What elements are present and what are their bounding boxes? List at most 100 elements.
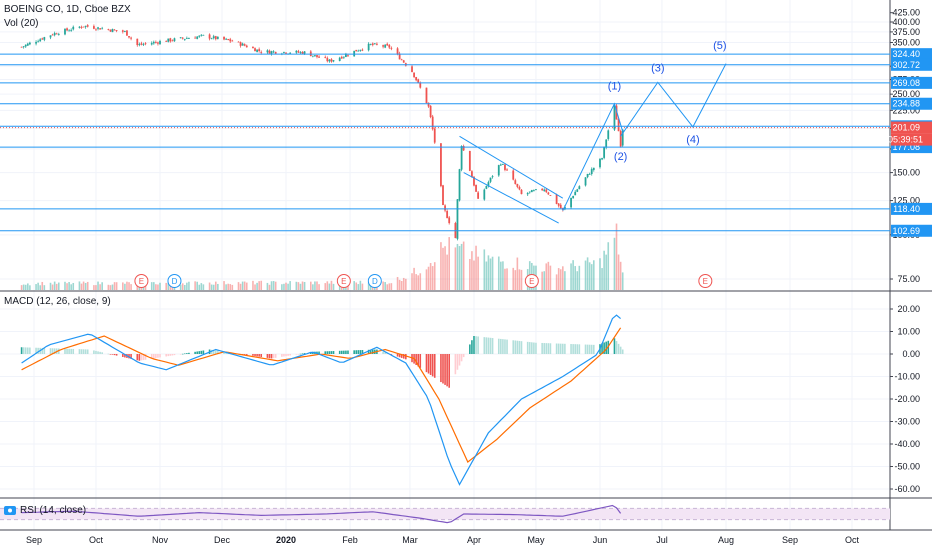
candle-body <box>227 39 230 41</box>
event-badge-label: E <box>341 277 346 286</box>
macd-histogram-bar <box>469 344 471 354</box>
macd-histogram-bar <box>68 348 70 354</box>
current-price-badge <box>891 121 932 134</box>
macd-histogram-bar <box>460 354 463 362</box>
candle-body <box>285 52 287 54</box>
candle-body <box>142 44 145 45</box>
candle-body <box>446 211 449 219</box>
candle-body <box>532 190 535 192</box>
macd-histogram-bar <box>615 341 618 354</box>
volume-bar <box>318 284 320 290</box>
macd-histogram-bar <box>51 348 54 354</box>
price-tick-label: 225.00 <box>892 105 920 115</box>
macd-histogram-bar <box>576 344 579 354</box>
volume-bar <box>122 282 124 290</box>
macd-histogram-bar <box>99 351 101 354</box>
macd-histogram-bar <box>353 350 355 354</box>
macd-histogram-bar <box>588 344 591 354</box>
candle-body <box>152 41 155 44</box>
volume-bar <box>208 282 211 290</box>
candle-body <box>111 28 114 33</box>
volume-bar <box>281 284 283 290</box>
candle-body <box>328 59 331 62</box>
candle-body <box>504 164 506 170</box>
volume-bar <box>390 283 393 290</box>
candle-body <box>340 56 343 59</box>
candle-body <box>72 26 75 30</box>
candle-body <box>270 51 273 54</box>
macd-line <box>21 314 621 486</box>
macd-histogram-bar <box>506 339 508 354</box>
candle-body <box>440 143 442 187</box>
candle-body <box>150 43 153 45</box>
macd-histogram-bar <box>200 350 203 354</box>
candle-body <box>214 36 217 40</box>
macd-histogram-bar <box>66 348 68 354</box>
level-badge <box>891 224 932 237</box>
candle-body <box>617 118 620 132</box>
macd-histogram-bar <box>210 349 213 354</box>
candle-body <box>185 38 188 40</box>
macd-histogram-bar <box>487 337 490 354</box>
candle-body <box>512 170 515 180</box>
volume-bar <box>607 242 610 290</box>
macd-histogram-bar <box>136 354 139 361</box>
volume-bar <box>398 279 401 290</box>
macd-histogram-bar <box>415 354 417 366</box>
macd-histogram-bar <box>297 354 300 355</box>
current-price-label: 201.09 <box>892 123 920 133</box>
macd-histogram-bar <box>186 353 188 354</box>
macd-histogram-bar <box>78 349 81 354</box>
volume-legend[interactable]: Vol (20) <box>4 18 39 29</box>
candle-body <box>489 177 492 182</box>
candle-body <box>194 37 197 39</box>
volume-bar <box>299 283 302 290</box>
candle-body <box>208 34 211 39</box>
macd-histogram-bar <box>555 343 558 354</box>
volume-bar <box>518 269 521 290</box>
macd-histogram-bar <box>153 354 155 359</box>
volume-bar <box>487 255 490 290</box>
candle-body <box>254 48 256 52</box>
time-tick-label: May <box>527 535 545 545</box>
macd-histogram-bar <box>605 341 607 354</box>
volume-bar <box>489 258 492 290</box>
candle-body <box>572 195 575 199</box>
candle-body <box>115 30 118 31</box>
volume-bar <box>167 282 170 290</box>
macd-legend[interactable]: MACD (12, 26, close, 9) <box>4 296 111 307</box>
candle-body <box>541 188 544 191</box>
candle-body <box>70 29 73 31</box>
candle-body <box>345 54 347 57</box>
time-tick-label: Sep <box>782 535 798 545</box>
candle-body <box>157 42 159 44</box>
time-tick-label: Nov <box>152 535 169 545</box>
macd-histogram-bar <box>454 354 457 375</box>
macd-histogram-bar <box>281 354 283 357</box>
macd-histogram-bar <box>545 343 548 354</box>
candle-body <box>458 169 461 201</box>
rsi-legend[interactable]: RSI (14, close) <box>20 505 87 516</box>
symbol-legend[interactable]: BOEING CO, 1D, Cboe BZX <box>4 4 131 15</box>
candle-body <box>607 130 610 139</box>
candle-body <box>78 26 81 28</box>
elliott-wave-path <box>620 63 727 137</box>
volume-bar <box>400 281 403 290</box>
macd-tick-label: -30.00 <box>894 417 920 427</box>
macd-histogram-bar <box>24 347 27 354</box>
macd-histogram-bar <box>361 350 364 354</box>
volume-bar <box>51 284 54 290</box>
candle-body <box>483 189 486 200</box>
candle-body <box>619 131 622 147</box>
candle-body <box>28 42 31 45</box>
candle-body <box>402 60 405 63</box>
wave-label: (2) <box>614 151 627 163</box>
candle-body <box>603 146 606 158</box>
macd-histogram-bar <box>130 354 132 359</box>
macd-histogram-bar <box>619 346 622 354</box>
volume-bar <box>225 284 227 290</box>
macd-histogram-bar <box>390 354 393 355</box>
candle-body <box>471 171 473 178</box>
macd-histogram-bar <box>283 354 285 357</box>
